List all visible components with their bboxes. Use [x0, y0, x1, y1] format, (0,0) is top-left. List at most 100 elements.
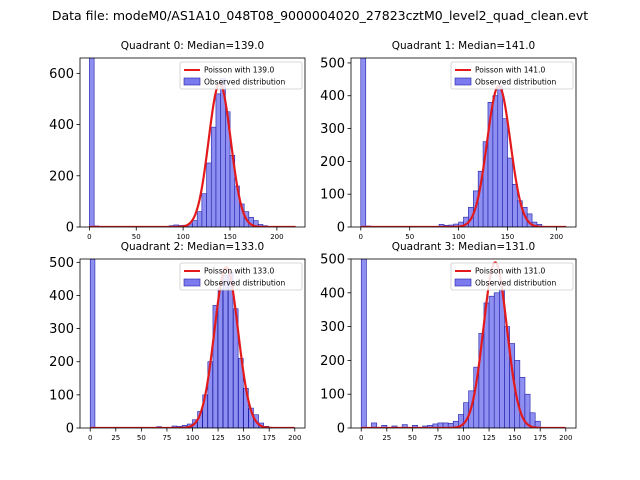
legend-bar-swatch [454, 278, 472, 287]
histogram-bar [493, 292, 500, 428]
x-tick-label: 0 [359, 434, 363, 442]
x-tick-label: 75 [433, 434, 442, 442]
y-tick-label: 500 [320, 56, 345, 71]
poisson-fit-line [90, 266, 295, 428]
x-tick-label: 125 [211, 434, 224, 442]
legend-fit-label: Poisson with 131.0 [475, 267, 545, 276]
quadrant-1-chart: Quadrant 1: Median=141.0 0 100 200 300 400 500… [320, 40, 577, 241]
x-tick-label: 150 [508, 434, 521, 442]
histogram-bar [512, 184, 518, 227]
x-tick-label: 100 [186, 434, 199, 442]
x-tick-label: 0 [88, 434, 92, 442]
y-tick-label: 500 [49, 256, 74, 271]
histogram-bar [524, 393, 531, 428]
histogram-bar [206, 162, 212, 227]
histogram-bar [498, 289, 505, 428]
x-tick-label: 175 [263, 434, 276, 442]
y-tick-label: 400 [49, 118, 74, 133]
histogram-bar [507, 157, 513, 227]
x-tick-label: 175 [534, 434, 547, 442]
x-tick-label: 50 [137, 434, 146, 442]
legend: Poisson with 131.0 Observed distribution [450, 262, 574, 291]
poisson-fit-line [360, 84, 567, 227]
x-tick-label: 50 [132, 233, 141, 241]
histogram-bar [215, 93, 222, 227]
x-tick-label: 150 [501, 233, 514, 241]
y-tick-label: 500 [320, 253, 345, 268]
figure-title: Data file: modeM0/AS1A10_048T08_90000040… [52, 8, 588, 23]
x-tick-label: 50 [408, 434, 417, 442]
histogram-bar [192, 220, 198, 227]
panel-title: Quadrant 0: Median=139.0 [121, 40, 264, 52]
legend-fit-label: Poisson with 133.0 [204, 267, 274, 276]
y-tick-label: 400 [320, 89, 345, 104]
y-tick-label: 200 [320, 354, 345, 369]
histogram-bar [529, 412, 536, 428]
x-tick-label: 25 [382, 434, 391, 442]
y-tick-label: 100 [320, 188, 345, 203]
poisson-fit-line [89, 82, 296, 227]
legend-hist-label: Observed distribution [475, 78, 556, 87]
plot-area [360, 58, 567, 227]
x-tick-label: 100 [457, 434, 470, 442]
x-tick-label: 75 [162, 434, 171, 442]
poisson-fit-line [361, 261, 566, 428]
y-tick-label: 0 [337, 422, 345, 437]
quadrant-3-chart: Quadrant 3: Median=131.00100200300400500… [320, 241, 577, 442]
x-tick-label: 200 [270, 233, 283, 241]
x-tick-label: 200 [550, 233, 563, 241]
histogram-bar [497, 85, 504, 227]
x-tick-label: 0 [359, 233, 363, 241]
histogram-bar [196, 211, 203, 227]
y-tick-label: 0 [66, 422, 74, 437]
legend-box [179, 262, 303, 291]
legend-box [450, 262, 574, 291]
legend: Poisson with 139.0 Observed distribution [179, 61, 303, 90]
quadrant-2-chart: Quadrant 2: Median=133.00100200300400500… [49, 241, 306, 442]
histogram-bar [222, 275, 229, 428]
x-tick-label: 150 [223, 233, 236, 241]
x-tick-label: 100 [176, 233, 189, 241]
legend-bar-swatch [183, 278, 201, 287]
x-tick-label: 200 [288, 434, 301, 442]
histogram-bar [210, 126, 217, 227]
y-tick-label: 600 [49, 67, 74, 82]
panel-title: Quadrant 3: Median=131.0 [392, 241, 535, 253]
histogram-bar [502, 118, 508, 227]
plot-area [89, 259, 295, 428]
y-tick-label: 400 [49, 289, 74, 304]
axes-frame [350, 57, 577, 228]
legend-box [450, 61, 574, 90]
x-tick-label: 200 [559, 434, 572, 442]
axes-frame [79, 57, 306, 228]
histogram-bar [360, 58, 367, 227]
histogram-bar [89, 259, 96, 428]
legend-hist-label: Observed distribution [204, 279, 285, 288]
y-tick-label: 200 [49, 355, 74, 370]
legend-bar-swatch [454, 77, 472, 86]
quadrant-0-chart: Quadrant 0: Median=139.0 0 200 400 600 0 50 100… [49, 40, 306, 241]
histogram-bar [201, 193, 207, 227]
x-tick-label: 50 [405, 233, 414, 241]
legend: Poisson with 133.0 Observed distribution [179, 262, 303, 291]
y-tick-label: 400 [320, 286, 345, 301]
x-tick-label: 150 [237, 434, 250, 442]
panel-title: Quadrant 1: Median=141.0 [392, 40, 535, 52]
y-tick-label: 200 [320, 155, 345, 170]
histogram-bar [89, 58, 95, 227]
legend-fit-label: Poisson with 141.0 [475, 66, 545, 75]
y-tick-label: 200 [49, 169, 74, 184]
histogram-bar [492, 95, 499, 227]
x-tick-label: 125 [482, 434, 495, 442]
legend-hist-label: Observed distribution [204, 78, 285, 87]
histogram-bar [227, 271, 234, 428]
y-tick-label: 100 [320, 388, 345, 403]
y-tick-label: 0 [66, 221, 74, 236]
y-tick-label: 300 [320, 122, 345, 137]
legend: Poisson with 141.0 Observed distribution [450, 61, 574, 90]
y-tick-label: 300 [49, 322, 74, 337]
y-tick-label: 300 [320, 320, 345, 335]
x-tick-label: 0 [87, 233, 91, 241]
x-tick-label: 25 [111, 434, 120, 442]
